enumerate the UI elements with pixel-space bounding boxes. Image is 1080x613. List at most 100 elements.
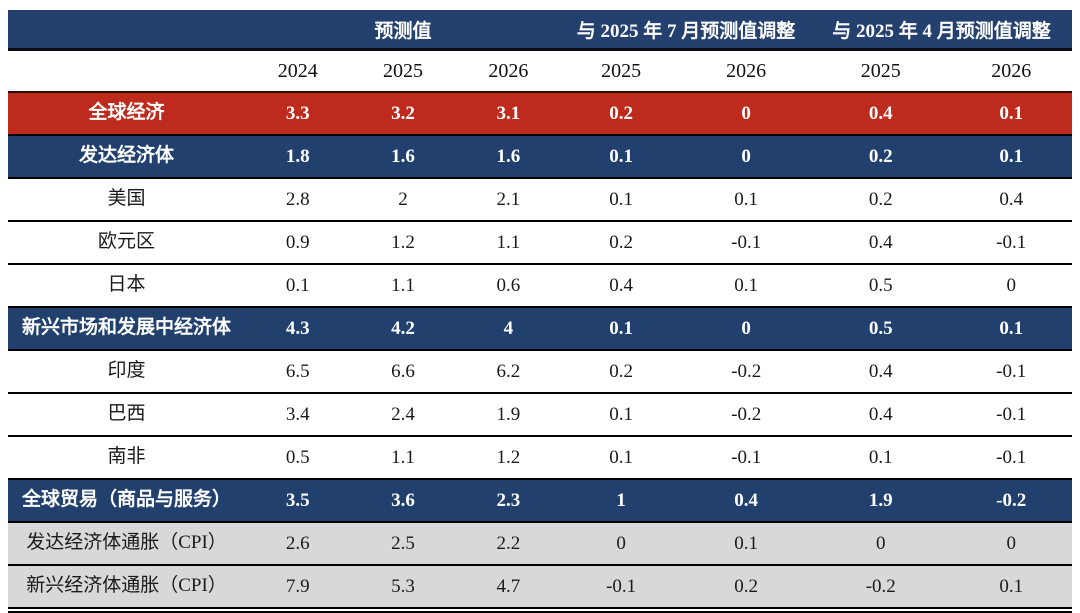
group-header-july-revision: 与 2025 年 7 月预测值调整 bbox=[561, 10, 812, 51]
table-row: 发达经济体通胀（CPI） 2.6 2.5 2.2 0 0.1 0 0 bbox=[8, 522, 1072, 566]
year-header-row: 2024 2025 2026 2025 2026 2025 2026 bbox=[8, 49, 1072, 93]
cell-value: 1.9 bbox=[811, 479, 951, 523]
cell-value: 4.3 bbox=[245, 307, 351, 351]
cell-value: 0.1 bbox=[811, 436, 951, 480]
row-label: 巴西 bbox=[8, 393, 246, 437]
table-row: 新兴经济体通胀（CPI） 7.9 5.3 4.7 -0.1 0.2 -0.2 0… bbox=[8, 565, 1072, 613]
cell-value: 0 bbox=[950, 522, 1072, 566]
row-label: 美国 bbox=[8, 178, 246, 222]
cell-value: 0.1 bbox=[950, 135, 1072, 179]
cell-value: 0.4 bbox=[950, 178, 1072, 222]
year-header: 2026 bbox=[455, 49, 562, 93]
cell-value: 0.2 bbox=[811, 135, 951, 179]
year-header: 2026 bbox=[950, 49, 1072, 93]
cell-value: -0.2 bbox=[811, 565, 951, 613]
row-label: 全球贸易（商品与服务） bbox=[8, 479, 246, 523]
cell-value: 0.2 bbox=[561, 221, 682, 265]
year-header: 2026 bbox=[681, 49, 812, 93]
cell-value: 0 bbox=[811, 522, 951, 566]
year-header: 2024 bbox=[245, 49, 351, 93]
cell-value: 0.1 bbox=[681, 522, 812, 566]
cell-value: 0.1 bbox=[561, 135, 682, 179]
cell-value: 0.4 bbox=[561, 264, 682, 308]
cell-value: -0.2 bbox=[681, 393, 812, 437]
cell-value: 2.1 bbox=[455, 178, 562, 222]
cell-value: 1.9 bbox=[455, 393, 562, 437]
cell-value: 0 bbox=[681, 92, 812, 136]
cell-value: 3.1 bbox=[455, 92, 562, 136]
cell-value: -0.1 bbox=[950, 436, 1072, 480]
table-row: 印度 6.5 6.6 6.2 0.2 -0.2 0.4 -0.1 bbox=[8, 350, 1072, 394]
cell-value: 0.1 bbox=[681, 178, 812, 222]
cell-value: 0.4 bbox=[811, 350, 951, 394]
cell-value: 3.6 bbox=[350, 479, 456, 523]
cell-value: 0.4 bbox=[811, 393, 951, 437]
table-body: 全球经济 3.3 3.2 3.1 0.2 0 0.4 0.1 发达经济体 1.8… bbox=[8, 92, 1072, 613]
cell-value: -0.1 bbox=[950, 221, 1072, 265]
cell-value: 0 bbox=[950, 264, 1072, 308]
cell-value: 0 bbox=[681, 307, 812, 351]
cell-value: 3.5 bbox=[245, 479, 351, 523]
cell-value: 0.2 bbox=[811, 178, 951, 222]
cell-value: -0.1 bbox=[681, 436, 812, 480]
cell-value: 6.6 bbox=[350, 350, 456, 394]
table-row: 全球贸易（商品与服务） 3.5 3.6 2.3 1 0.4 1.9 -0.2 bbox=[8, 479, 1072, 523]
forecast-table: 预测值 与 2025 年 7 月预测值调整 与 2025 年 4 月预测值调整 … bbox=[8, 10, 1072, 613]
cell-value: 4.2 bbox=[350, 307, 456, 351]
cell-value: 2.4 bbox=[350, 393, 456, 437]
cell-value: 1.8 bbox=[245, 135, 351, 179]
cell-value: 0.1 bbox=[561, 178, 682, 222]
cell-value: 2.8 bbox=[245, 178, 351, 222]
cell-value: -0.1 bbox=[950, 393, 1072, 437]
year-header: 2025 bbox=[561, 49, 682, 93]
cell-value: 0 bbox=[681, 135, 812, 179]
cell-value: 3.2 bbox=[350, 92, 456, 136]
forecast-table-container: 预测值 与 2025 年 7 月预测值调整 与 2025 年 4 月预测值调整 … bbox=[8, 10, 1072, 613]
cell-value: 4.7 bbox=[455, 565, 562, 613]
cell-value: 0.5 bbox=[811, 307, 951, 351]
group-header-row: 预测值 与 2025 年 7 月预测值调整 与 2025 年 4 月预测值调整 bbox=[8, 10, 1072, 51]
cell-value: 0.2 bbox=[561, 350, 682, 394]
cell-value: 1.2 bbox=[455, 436, 562, 480]
cell-value: 2.6 bbox=[245, 522, 351, 566]
cell-value: 0.5 bbox=[811, 264, 951, 308]
cell-value: 0.6 bbox=[455, 264, 562, 308]
row-label: 欧元区 bbox=[8, 221, 246, 265]
cell-value: 0.1 bbox=[950, 92, 1072, 136]
table-row: 全球经济 3.3 3.2 3.1 0.2 0 0.4 0.1 bbox=[8, 92, 1072, 136]
cell-value: -0.2 bbox=[950, 479, 1072, 523]
cell-value: 0.5 bbox=[245, 436, 351, 480]
row-label: 印度 bbox=[8, 350, 246, 394]
cell-value: 0.1 bbox=[561, 436, 682, 480]
table-row: 新兴市场和发展中经济体 4.3 4.2 4 0.1 0 0.5 0.1 bbox=[8, 307, 1072, 351]
cell-value: 1.1 bbox=[455, 221, 562, 265]
cell-value: 1.6 bbox=[455, 135, 562, 179]
cell-value: 0.4 bbox=[811, 221, 951, 265]
cell-value: 5.3 bbox=[350, 565, 456, 613]
table-row: 南非 0.5 1.1 1.2 0.1 -0.1 0.1 -0.1 bbox=[8, 436, 1072, 480]
year-header: 2025 bbox=[350, 49, 456, 93]
table-row: 欧元区 0.9 1.2 1.1 0.2 -0.1 0.4 -0.1 bbox=[8, 221, 1072, 265]
cell-value: 1.2 bbox=[350, 221, 456, 265]
cell-value: -0.1 bbox=[950, 350, 1072, 394]
cell-value: 0.2 bbox=[681, 565, 812, 613]
cell-value: -0.2 bbox=[681, 350, 812, 394]
cell-value: 3.3 bbox=[245, 92, 351, 136]
row-label: 新兴经济体通胀（CPI） bbox=[8, 565, 246, 613]
table-row: 美国 2.8 2 2.1 0.1 0.1 0.2 0.4 bbox=[8, 178, 1072, 222]
cell-value: 0.1 bbox=[245, 264, 351, 308]
table-row: 巴西 3.4 2.4 1.9 0.1 -0.2 0.4 -0.1 bbox=[8, 393, 1072, 437]
cell-value: 0.1 bbox=[950, 307, 1072, 351]
year-header-label-cell bbox=[8, 49, 246, 93]
cell-value: -0.1 bbox=[681, 221, 812, 265]
table-row: 日本 0.1 1.1 0.6 0.4 0.1 0.5 0 bbox=[8, 264, 1072, 308]
cell-value: 2 bbox=[350, 178, 456, 222]
year-header: 2025 bbox=[811, 49, 951, 93]
row-label: 日本 bbox=[8, 264, 246, 308]
group-header-april-revision: 与 2025 年 4 月预测值调整 bbox=[811, 10, 1072, 51]
row-label: 发达经济体通胀（CPI） bbox=[8, 522, 246, 566]
row-label: 南非 bbox=[8, 436, 246, 480]
cell-value: 0.1 bbox=[561, 307, 682, 351]
cell-value: 7.9 bbox=[245, 565, 351, 613]
cell-value: 1 bbox=[561, 479, 682, 523]
